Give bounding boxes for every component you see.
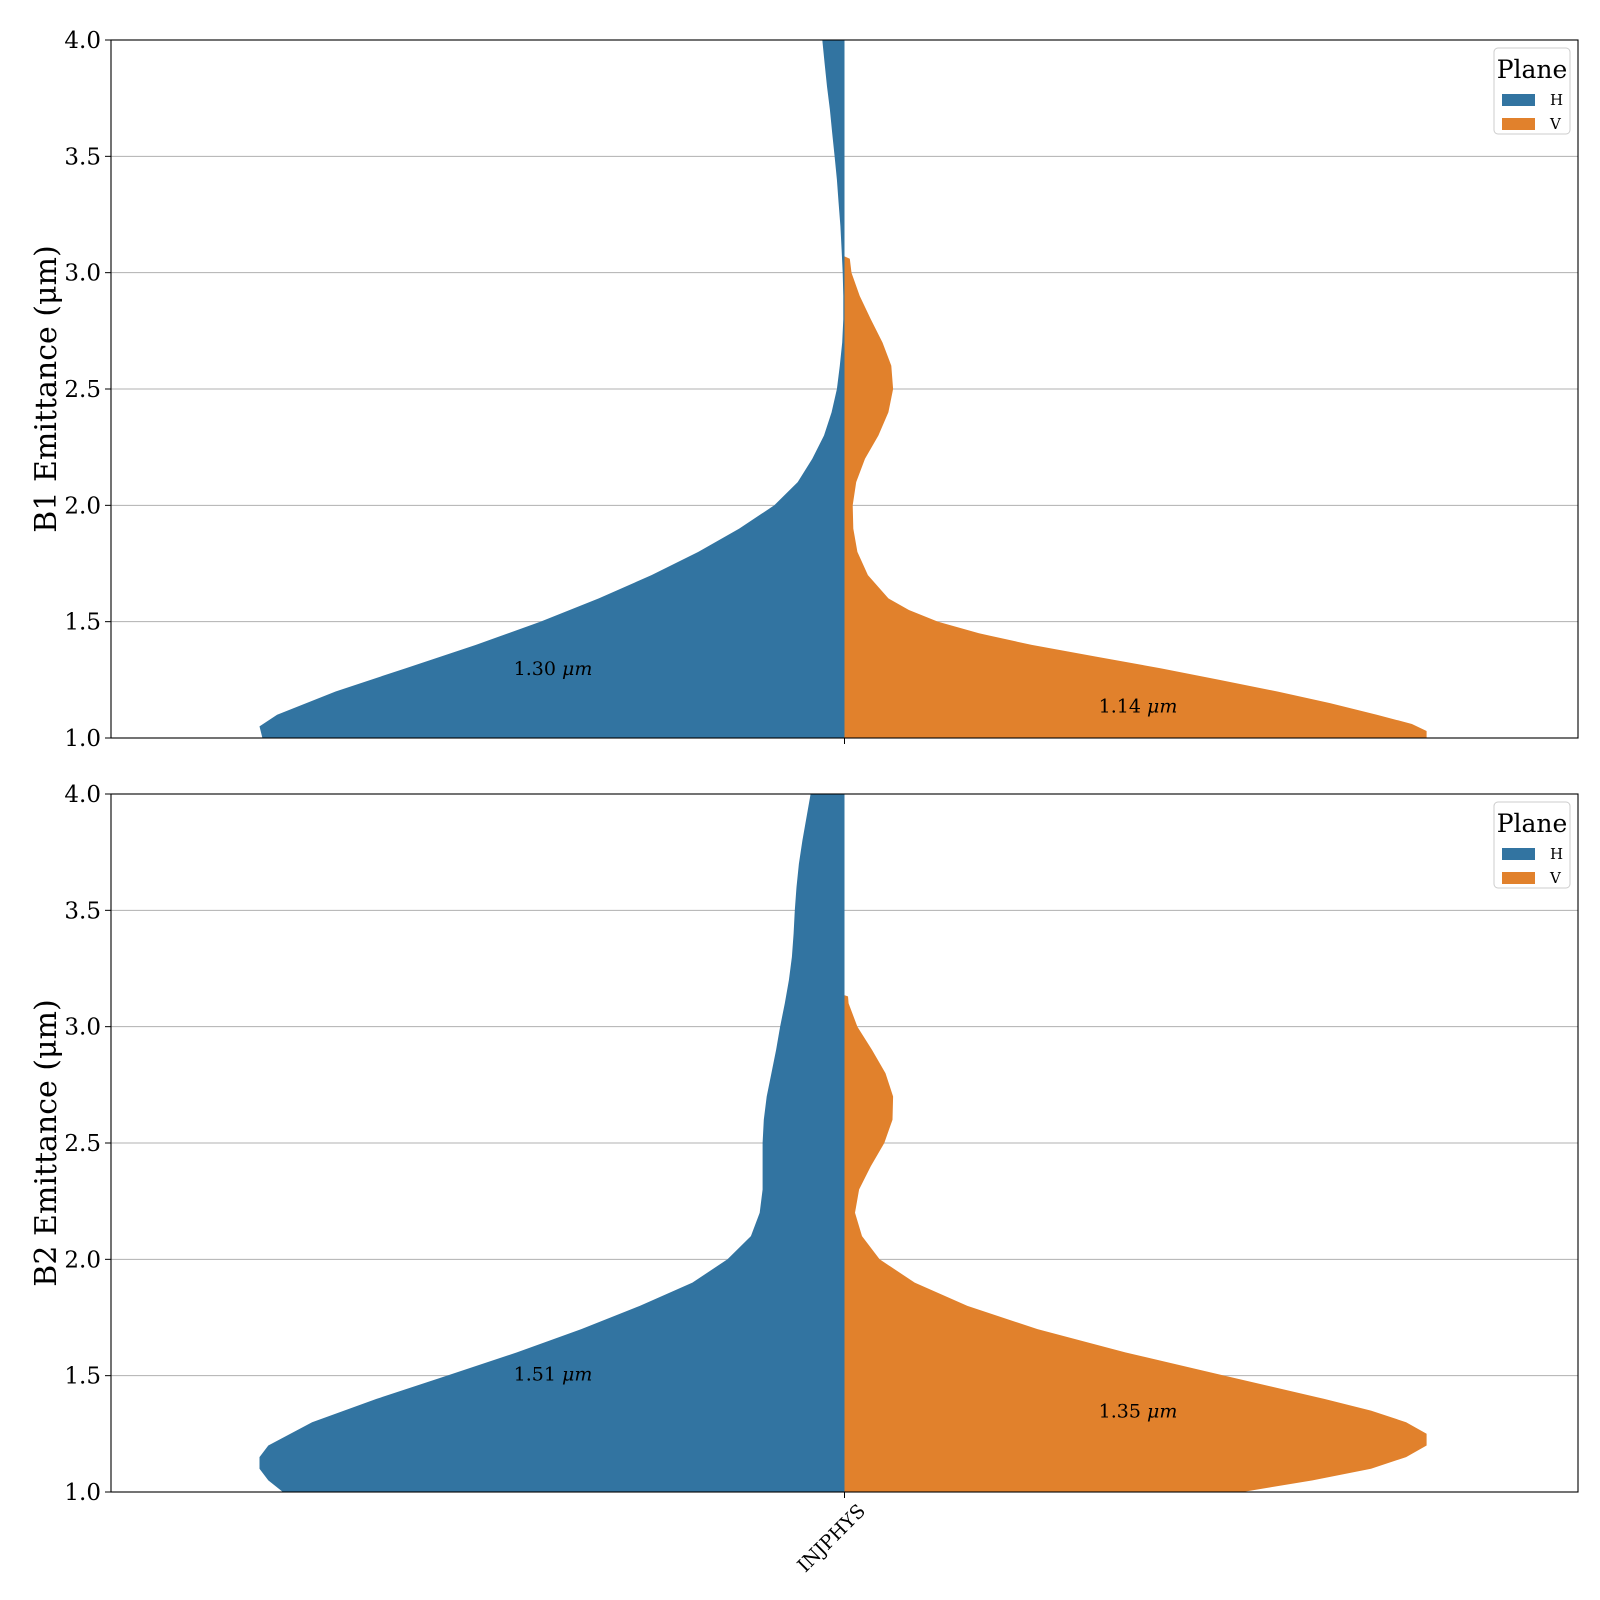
y-tick-label: 1.0 [64,726,101,752]
x-tick-label: INJPHYS [793,1500,870,1577]
annotation-unit: μm [562,658,592,680]
legend-label-v: V [1549,869,1562,887]
annotation-unit: μm [1147,1401,1177,1423]
legend-box [1493,801,1571,889]
legend-swatch-v [1502,872,1535,884]
legend-label-v: V [1549,115,1562,133]
violin-h-1 [259,40,845,738]
annotation-value: 1.51 [514,1363,562,1385]
annotation-value: 1.30 [514,658,562,680]
legend: Plane HV [1493,47,1571,135]
y-tick-label: 4.0 [64,782,101,808]
violin-v-2 [844,995,1427,1492]
y-tick-label: 3.5 [64,144,101,170]
annotation-value: 1.35 [1099,1401,1147,1423]
y-tick-label: 2.0 [64,493,101,519]
y-tick-label: 3.0 [64,1015,101,1041]
median-annotation-v: 1.35 μm [1099,1401,1178,1423]
y-tick-label: 1.5 [64,610,101,636]
y-tick-label: 2.0 [64,1247,101,1273]
legend-swatch-v [1502,118,1535,130]
annotation-value: 1.14 [1099,695,1147,717]
y-tick-label: 1.5 [64,1364,101,1390]
legend-swatch-h [1502,848,1535,860]
annotation-unit: μm [1147,695,1177,717]
y-axis-label: B2 Emittance (μm) [29,999,64,1286]
legend-box [1493,47,1571,135]
violin-v-1 [844,256,1427,738]
violin-h-2 [259,794,845,1492]
legend-swatch-h [1502,94,1535,106]
y-tick-label: 1.0 [64,1480,101,1506]
annotation-unit: μm [562,1363,592,1385]
y-axis-label: B1 Emittance (μm) [29,245,64,532]
y-tick-label: 3.5 [64,898,101,924]
y-tick-label: 3.0 [64,261,101,287]
legend-title: Plane [1497,55,1568,84]
median-annotation-v: 1.14 μm [1099,695,1178,717]
y-tick-label: 4.0 [64,28,101,54]
legend-label-h: H [1550,845,1563,863]
median-annotation-h: 1.51 μm [514,1363,593,1385]
y-tick-label: 2.5 [64,1131,101,1157]
y-tick-label: 2.5 [64,377,101,403]
legend-title: Plane [1497,809,1568,838]
median-annotation-h: 1.30 μm [514,658,593,680]
legend: Plane HV [1493,801,1571,889]
legend-label-h: H [1550,91,1563,109]
